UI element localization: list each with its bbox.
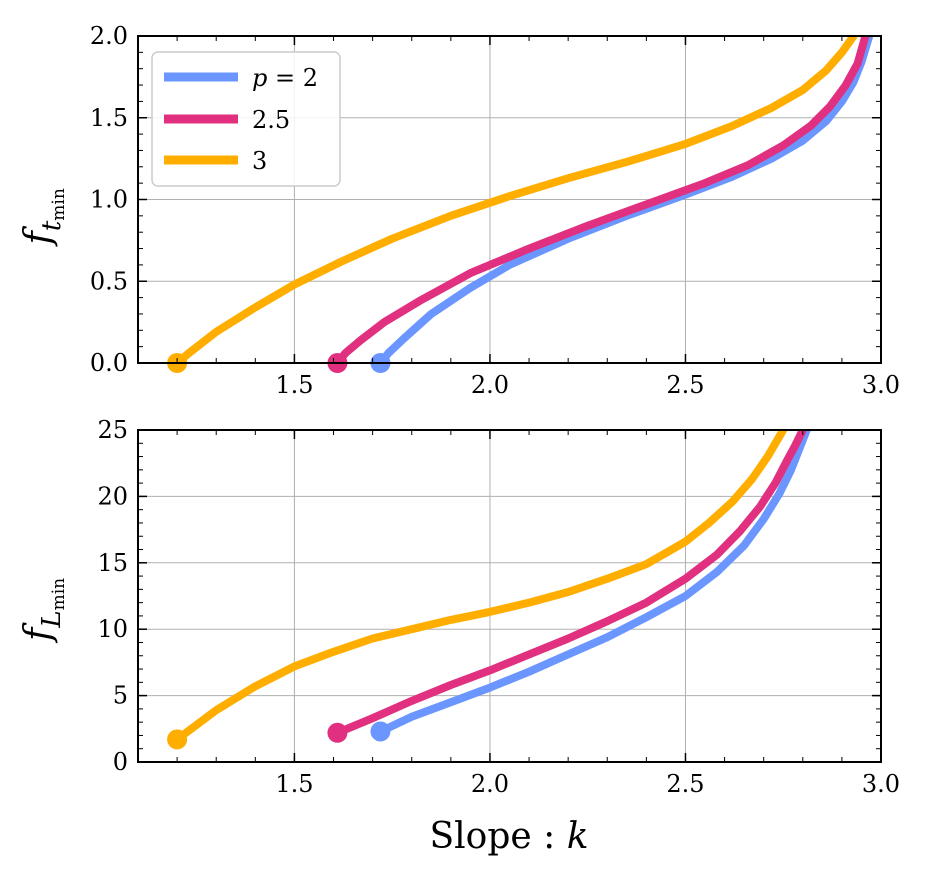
legend: p = 2 2.5 3: [151, 51, 341, 187]
top-panel: 1.5 2.0 2.5 3.00.00.51.01.52.0 ftmin p = 2 …: [18, 22, 900, 399]
bottom-y-axis-label-subsub: min: [49, 578, 69, 611]
x-axis-label-main: Slope :: [429, 816, 566, 857]
top-x-tick-label: 1.5: [275, 371, 313, 399]
legend-label-p2-italic: p: [252, 64, 267, 92]
bottom-series: [167, 430, 811, 750]
bottom-y-tick-label: 20: [97, 482, 128, 510]
top-series-line-2: [173, 36, 858, 363]
legend-label-p2: p = 2: [252, 64, 318, 92]
top-series-line-1: [333, 36, 870, 363]
bottom-y-tick-label: 25: [97, 416, 128, 444]
bottom-x-tick-label: 3.0: [862, 770, 900, 798]
bottom-series-line-2: [173, 430, 788, 744]
bottom-y-axis-label-sub: L: [37, 610, 67, 628]
top-y-tick-label: 0.5: [90, 267, 128, 295]
bottom-series-start-marker-0: [370, 721, 391, 742]
top-y-tick-label: 2.0: [90, 22, 128, 50]
bottom-y-tick-label: 5: [113, 682, 128, 710]
top-series-line-0: [376, 36, 874, 363]
top-y-axis-label-sub: t: [37, 220, 67, 231]
bottom-series-line-0: [376, 430, 811, 736]
top-tick-labels: 1.5 2.0 2.5 3.0 0.0 0.5 1.0 1.5 2.0: [90, 22, 900, 399]
bottom-series-line-1: [333, 430, 807, 737]
legend-box: [151, 51, 341, 187]
bottom-tick-labels: 1.5 2.0 2.5 3.0 0 5 10 15 20 25: [97, 416, 900, 798]
bottom-y-tick-label: 10: [97, 615, 128, 643]
bottom-series-start-marker-1: [327, 722, 348, 743]
x-axis-label-italic: k: [567, 816, 589, 857]
top-x-tick-label: 2.5: [666, 371, 704, 399]
top-axes-frame: [137, 35, 882, 364]
top-x-tick-label: 2.0: [471, 371, 509, 399]
bottom-series-start-marker-2: [167, 729, 188, 750]
bottom-y-tick-label: 15: [97, 549, 128, 577]
x-axis-label: Slope : k: [429, 816, 588, 857]
legend-label-p2-rest: = 2: [267, 64, 318, 92]
bottom-axes-frame: [137, 429, 882, 763]
bottom-x-tick-label: 2.5: [666, 770, 704, 798]
legend-label-p3: 3: [252, 147, 267, 175]
legend-label-p2-5: 2.5: [252, 106, 290, 134]
bottom-x-tick-label: 1.5: [275, 770, 313, 798]
top-x-tick-label: 3.0: [862, 371, 900, 399]
top-y-tick-label: 0.0: [90, 349, 128, 377]
top-y-tick-label: 1.5: [90, 104, 128, 132]
top-y-tick-label: 1.0: [90, 186, 128, 214]
top-y-axis-label-subsub: min: [49, 188, 69, 221]
bottom-y-tick-label: 0: [113, 748, 128, 776]
top-series: [167, 36, 874, 373]
bottom-x-tick-label: 2.0: [471, 770, 509, 798]
